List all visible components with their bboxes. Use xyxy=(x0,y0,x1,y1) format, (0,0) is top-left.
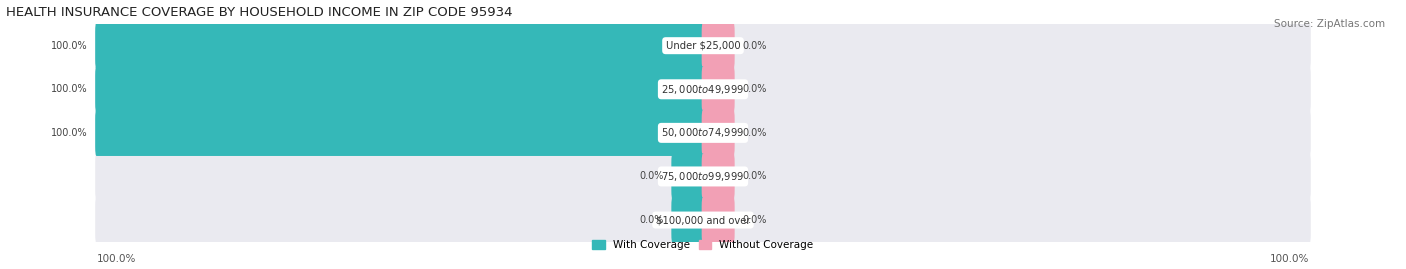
Text: 100.0%: 100.0% xyxy=(51,41,87,51)
Text: Source: ZipAtlas.com: Source: ZipAtlas.com xyxy=(1274,19,1385,29)
Text: 100.0%: 100.0% xyxy=(97,254,136,264)
FancyBboxPatch shape xyxy=(96,66,704,112)
FancyBboxPatch shape xyxy=(702,66,735,112)
Text: $100,000 and over: $100,000 and over xyxy=(655,215,751,225)
Text: $50,000 to $74,999: $50,000 to $74,999 xyxy=(661,126,745,139)
Text: $75,000 to $99,999: $75,000 to $99,999 xyxy=(661,170,745,183)
Text: 0.0%: 0.0% xyxy=(742,41,766,51)
Text: 100.0%: 100.0% xyxy=(51,128,87,138)
FancyBboxPatch shape xyxy=(96,153,704,200)
FancyBboxPatch shape xyxy=(96,23,704,69)
Text: 0.0%: 0.0% xyxy=(742,171,766,182)
Text: 0.0%: 0.0% xyxy=(742,84,766,94)
FancyBboxPatch shape xyxy=(702,197,735,243)
FancyBboxPatch shape xyxy=(96,110,704,156)
Text: Under $25,000: Under $25,000 xyxy=(665,41,741,51)
FancyBboxPatch shape xyxy=(702,66,1310,112)
FancyBboxPatch shape xyxy=(671,197,704,243)
FancyBboxPatch shape xyxy=(702,153,735,200)
FancyBboxPatch shape xyxy=(702,197,1310,243)
Text: 0.0%: 0.0% xyxy=(640,171,664,182)
FancyBboxPatch shape xyxy=(96,197,704,243)
FancyBboxPatch shape xyxy=(96,23,704,69)
FancyBboxPatch shape xyxy=(702,110,1310,156)
FancyBboxPatch shape xyxy=(702,23,735,69)
FancyBboxPatch shape xyxy=(702,110,735,156)
Legend: With Coverage, Without Coverage: With Coverage, Without Coverage xyxy=(588,236,818,254)
FancyBboxPatch shape xyxy=(702,23,1310,69)
Text: 0.0%: 0.0% xyxy=(742,215,766,225)
Text: HEALTH INSURANCE COVERAGE BY HOUSEHOLD INCOME IN ZIP CODE 95934: HEALTH INSURANCE COVERAGE BY HOUSEHOLD I… xyxy=(6,6,512,19)
FancyBboxPatch shape xyxy=(96,66,704,112)
Text: 0.0%: 0.0% xyxy=(742,128,766,138)
Text: 100.0%: 100.0% xyxy=(1270,254,1309,264)
FancyBboxPatch shape xyxy=(671,153,704,200)
Text: 0.0%: 0.0% xyxy=(640,215,664,225)
FancyBboxPatch shape xyxy=(702,153,1310,200)
Text: 100.0%: 100.0% xyxy=(51,84,87,94)
FancyBboxPatch shape xyxy=(96,110,704,156)
Text: $25,000 to $49,999: $25,000 to $49,999 xyxy=(661,83,745,96)
